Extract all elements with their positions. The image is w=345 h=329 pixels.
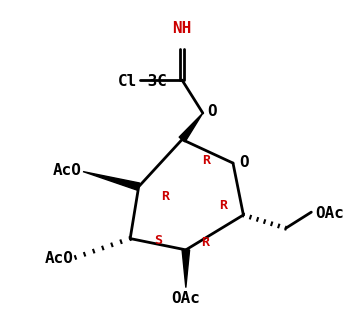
Text: NH: NH: [172, 21, 192, 36]
Text: R: R: [219, 199, 227, 212]
Text: AcO: AcO: [52, 163, 81, 178]
Text: R: R: [201, 154, 210, 167]
Text: O: O: [208, 104, 217, 119]
Text: OAc: OAc: [315, 206, 344, 220]
Text: OAc: OAc: [171, 291, 200, 306]
Polygon shape: [83, 172, 140, 190]
Polygon shape: [182, 250, 190, 288]
Text: AcO: AcO: [45, 251, 73, 266]
Polygon shape: [179, 113, 203, 142]
Text: 3C: 3C: [138, 73, 167, 89]
Text: O: O: [240, 155, 249, 170]
Text: S: S: [155, 234, 162, 247]
Text: Cl: Cl: [118, 73, 137, 89]
Text: R: R: [161, 190, 169, 203]
Text: R: R: [201, 236, 209, 249]
